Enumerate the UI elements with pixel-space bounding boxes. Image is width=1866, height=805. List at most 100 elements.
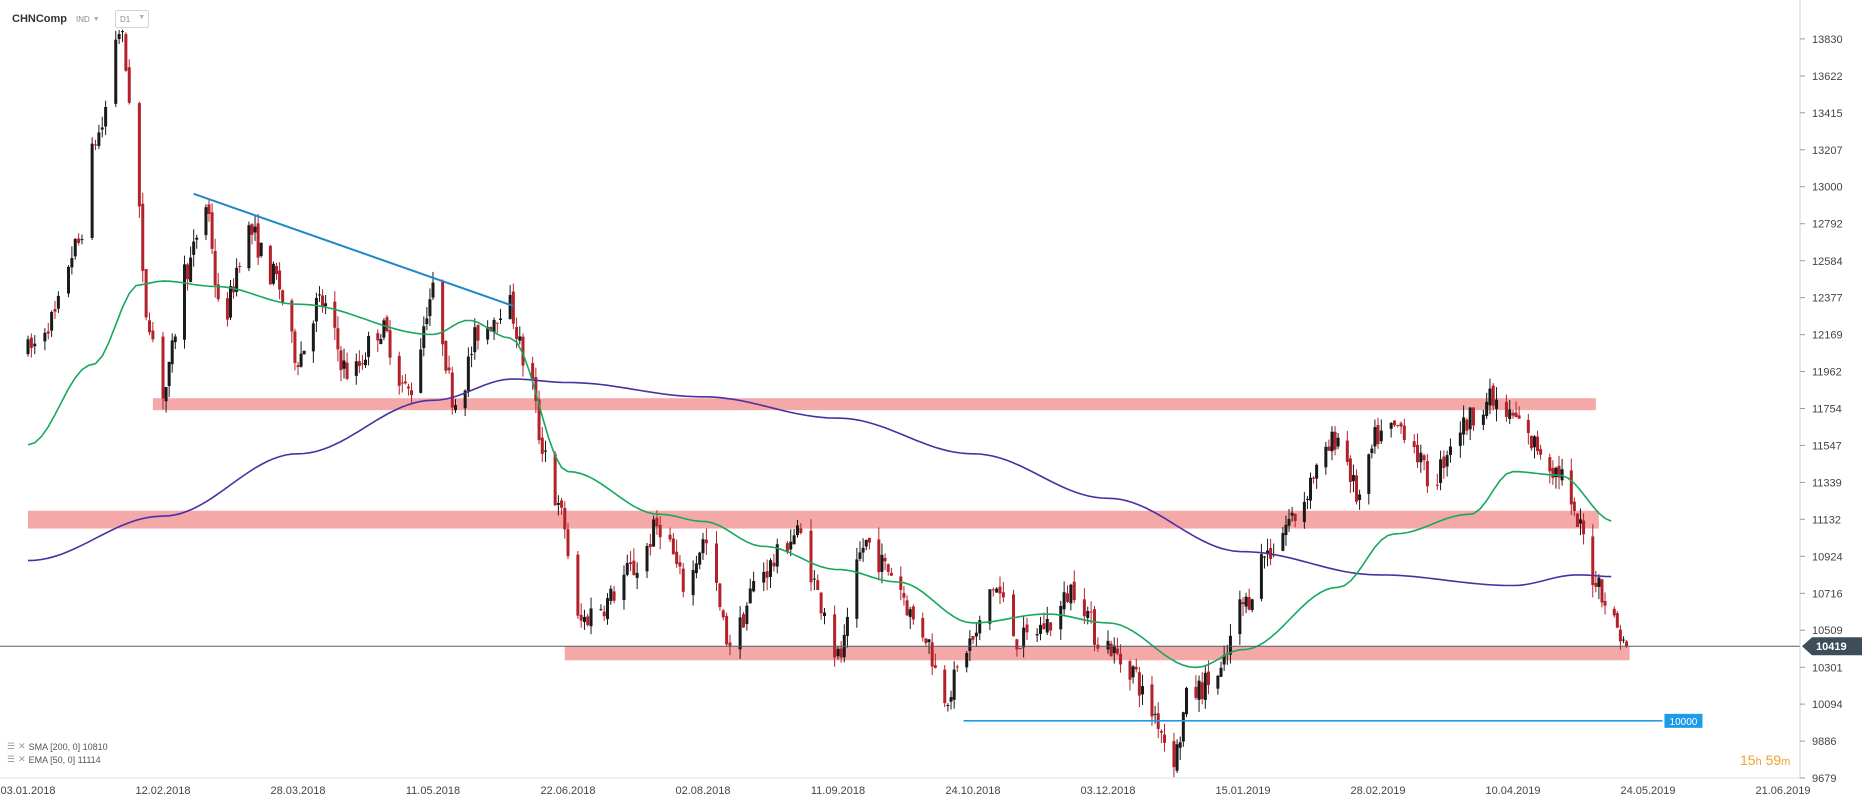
candle-up[interactable] <box>1112 645 1116 654</box>
candle-up[interactable] <box>104 107 108 127</box>
candle-down[interactable] <box>1412 441 1416 448</box>
ema50-line[interactable] <box>27 280 1612 669</box>
candle-up[interactable] <box>978 620 982 634</box>
candle-up[interactable] <box>946 705 950 707</box>
candle-down[interactable] <box>495 322 499 324</box>
candle-up[interactable] <box>1281 533 1285 551</box>
candle-down[interactable] <box>232 286 236 293</box>
candle-down[interactable] <box>376 333 380 341</box>
candle-down[interactable] <box>447 367 451 371</box>
candle-up[interactable] <box>1379 430 1383 442</box>
candle-down[interactable] <box>1025 624 1029 633</box>
candle-up[interactable] <box>314 298 318 322</box>
candle-up[interactable] <box>425 318 429 325</box>
candle-down[interactable] <box>668 534 672 540</box>
candle-down[interactable] <box>1575 513 1579 527</box>
candle-down[interactable] <box>1517 415 1521 419</box>
candle-up[interactable] <box>908 609 912 617</box>
candle-up[interactable] <box>428 299 432 317</box>
candle-up[interactable] <box>1039 624 1042 634</box>
candle-down[interactable] <box>1128 661 1132 680</box>
candle-down[interactable] <box>1072 581 1076 601</box>
candle-down[interactable] <box>161 336 165 399</box>
candle-up[interactable] <box>354 361 358 376</box>
candle-up[interactable] <box>1266 550 1270 555</box>
candle-down[interactable] <box>1241 602 1245 605</box>
candle-down[interactable] <box>400 382 404 384</box>
candle-up[interactable] <box>1222 655 1226 665</box>
candle-down[interactable] <box>612 591 616 601</box>
candle-up[interactable] <box>173 336 177 343</box>
candle-down[interactable] <box>728 642 732 646</box>
candle-down[interactable] <box>991 589 995 591</box>
candle-down[interactable] <box>1082 599 1086 617</box>
candle-down[interactable] <box>671 538 675 555</box>
candle-down[interactable] <box>819 592 823 614</box>
candle-down[interactable] <box>151 330 155 340</box>
candle-down[interactable] <box>281 290 285 303</box>
candle-down[interactable] <box>921 618 925 638</box>
candle-down[interactable] <box>1582 520 1586 535</box>
candle-down[interactable] <box>1093 609 1096 645</box>
candle-up[interactable] <box>189 257 193 282</box>
candle-down[interactable] <box>924 638 928 644</box>
candle-down[interactable] <box>772 562 776 567</box>
candle-down[interactable] <box>675 551 679 564</box>
candle-down[interactable] <box>1066 593 1069 602</box>
candle-up[interactable] <box>1367 454 1371 494</box>
candle-up[interactable] <box>1284 524 1288 536</box>
candle-up[interactable] <box>73 238 77 257</box>
candle-up[interactable] <box>1419 452 1423 463</box>
candle-up[interactable] <box>90 143 94 238</box>
candle-up[interactable] <box>80 239 84 241</box>
candle-down[interactable] <box>1465 419 1469 431</box>
candle-down[interactable] <box>441 281 445 345</box>
candle-up[interactable] <box>33 343 37 347</box>
candle-up[interactable] <box>1309 477 1312 501</box>
candle-down[interactable] <box>397 355 401 386</box>
candle-down[interactable] <box>715 543 718 583</box>
candle-up[interactable] <box>1069 584 1073 604</box>
candle-up[interactable] <box>486 327 490 340</box>
candle-up[interactable] <box>544 450 547 452</box>
candle-up[interactable] <box>855 559 859 619</box>
candle-up[interactable] <box>50 312 54 331</box>
candle-down[interactable] <box>141 203 145 271</box>
candle-up[interactable] <box>1315 464 1319 479</box>
candle-down[interactable] <box>1491 385 1495 406</box>
candle-down[interactable] <box>293 331 297 363</box>
candle-down[interactable] <box>450 372 454 408</box>
candle-down[interactable] <box>1416 444 1420 463</box>
candle-down[interactable] <box>1194 686 1198 698</box>
candle-up[interactable] <box>556 502 560 505</box>
candle-up[interactable] <box>1336 437 1340 447</box>
candle-down[interactable] <box>1442 456 1446 468</box>
candle-down[interactable] <box>648 544 652 548</box>
candle-down[interactable] <box>1399 423 1403 427</box>
candle-down[interactable] <box>489 327 493 331</box>
candle-up[interactable] <box>1485 401 1489 417</box>
candle-down[interactable] <box>321 295 325 307</box>
candle-down[interactable] <box>1376 424 1380 445</box>
candle-up[interactable] <box>1370 448 1374 454</box>
candle-down[interactable] <box>94 144 97 146</box>
candle-down[interactable] <box>278 270 282 290</box>
candle-down[interactable] <box>704 539 708 544</box>
candle-up[interactable] <box>367 335 371 357</box>
candle-down[interactable] <box>1471 407 1475 426</box>
candle-up[interactable] <box>1554 467 1558 478</box>
candle-up[interactable] <box>1262 556 1266 558</box>
candle-down[interactable] <box>1514 412 1518 418</box>
candle-down[interactable] <box>1159 731 1163 733</box>
candle-up[interactable] <box>974 632 978 637</box>
candle-down[interactable] <box>1348 458 1352 483</box>
candle-down[interactable] <box>1551 467 1555 479</box>
candle-down[interactable] <box>560 500 564 508</box>
candle-up[interactable] <box>796 525 799 536</box>
candle-down[interactable] <box>410 390 414 396</box>
candle-down[interactable] <box>1115 648 1119 654</box>
trendline[interactable] <box>193 192 514 307</box>
candle-down[interactable] <box>1312 477 1316 479</box>
candle-up[interactable] <box>1305 498 1309 500</box>
candle-up[interactable] <box>1481 414 1485 425</box>
